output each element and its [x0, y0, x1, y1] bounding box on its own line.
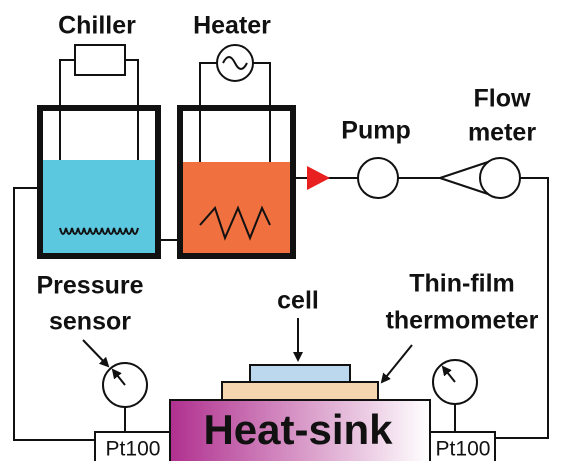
pt100-label: Pt100: [106, 438, 161, 461]
pressure-gauge: [102, 362, 148, 432]
label: Pump: [341, 117, 410, 145]
label: sensor: [49, 308, 131, 336]
pt100-box: [429, 431, 496, 461]
label: Flow: [474, 85, 531, 113]
pt100-label: Pt100: [436, 438, 491, 461]
label: Pressure: [36, 272, 143, 300]
arrow: [380, 344, 413, 384]
arrow: [82, 339, 110, 368]
label: Chiller: [58, 12, 136, 40]
cell: [249, 364, 351, 383]
pt100-box: [94, 431, 171, 461]
label: Heater: [193, 12, 271, 40]
chiller: [37, 44, 161, 259]
heat-sink-label: Heat-sink: [203, 406, 393, 453]
thermometer-plate: [221, 381, 379, 401]
flow-direction: [307, 166, 330, 190]
label: cell: [277, 287, 319, 315]
heater: [177, 44, 296, 259]
label: meter: [468, 119, 536, 147]
flow-meter: [439, 157, 521, 199]
label: thermometer: [386, 307, 539, 335]
pump: [357, 157, 399, 199]
label: Thin-film: [409, 270, 515, 298]
pressure-gauge: [432, 359, 478, 432]
